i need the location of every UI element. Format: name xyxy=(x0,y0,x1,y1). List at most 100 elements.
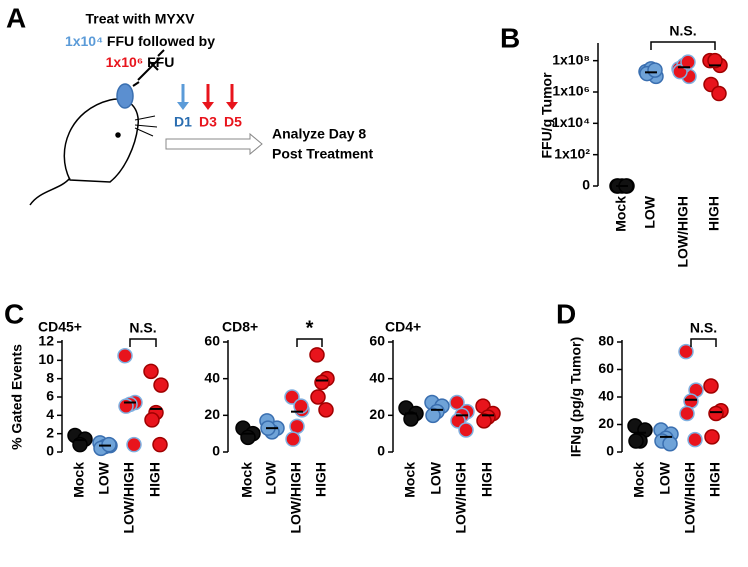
data-point xyxy=(144,412,160,428)
dose-arrows xyxy=(177,84,238,110)
y-tick-label: 0 xyxy=(212,443,220,459)
x-tick-label: Mock xyxy=(71,462,87,498)
panel-letter: D xyxy=(556,298,576,329)
data-point xyxy=(711,85,727,102)
y-tick-label: 0 xyxy=(582,177,590,193)
data-point xyxy=(647,62,663,78)
y-axis-label: % Gated Events xyxy=(9,344,25,450)
data-point xyxy=(293,398,309,414)
day-label: D5 xyxy=(224,114,242,130)
day-label: D3 xyxy=(199,114,217,130)
data-point xyxy=(314,374,330,391)
chart-title: CD8+ xyxy=(222,319,258,335)
data-point xyxy=(240,429,256,446)
dose-line-1: 1x10⁴ FFU followed by xyxy=(65,33,215,49)
dose-1: 1x10⁴ xyxy=(65,33,103,49)
panel-letter: C xyxy=(4,298,24,329)
y-tick-label: 1x10⁴ xyxy=(552,114,590,130)
x-tick-label: LOW xyxy=(657,461,673,494)
data-point xyxy=(118,398,134,414)
y-tick-label: 8 xyxy=(46,369,54,385)
x-tick-label: HIGH xyxy=(313,462,329,497)
data-point xyxy=(153,377,169,393)
data-point xyxy=(143,363,159,380)
y-tick-label: 1x10⁸ xyxy=(552,51,590,67)
x-tick-label: Mock xyxy=(613,196,629,232)
mouse-body xyxy=(63,98,139,183)
data-point xyxy=(309,347,325,363)
y-tick-label: 10 xyxy=(38,351,54,367)
data-point xyxy=(152,436,168,453)
y-tick-label: 20 xyxy=(598,415,614,431)
x-tick-label: LOW xyxy=(263,461,279,494)
arrow-head xyxy=(226,102,238,110)
x-tick-label: HIGH xyxy=(147,462,163,497)
data-point xyxy=(704,429,720,445)
data-point xyxy=(678,343,694,360)
x-tick-label: LOW xyxy=(642,195,658,228)
y-tick-label: 20 xyxy=(369,406,385,422)
tumor xyxy=(116,83,134,109)
mouse xyxy=(29,49,165,206)
significance-label: N.S. xyxy=(690,320,717,336)
data-point xyxy=(310,389,326,405)
dose-1-rest: FFU followed by xyxy=(103,33,215,49)
y-tick-label: 2 xyxy=(46,424,54,440)
y-tick-label: 60 xyxy=(369,333,385,349)
panel-letter: B xyxy=(500,22,520,53)
data-point xyxy=(628,433,644,449)
data-point xyxy=(679,405,695,422)
data-point xyxy=(284,389,300,405)
dose-2: 1x10⁶ xyxy=(106,54,144,70)
syringe xyxy=(132,49,165,87)
dose-line-2: 1x10⁶ FFU xyxy=(106,54,175,70)
x-tick-label: LOW/HIGH xyxy=(288,462,304,534)
mouse-eye xyxy=(115,132,121,138)
data-point xyxy=(708,405,724,422)
significance-label: * xyxy=(306,317,314,339)
significance-label: N.S. xyxy=(669,23,696,39)
x-tick-label: Mock xyxy=(631,462,647,498)
y-tick-label: 1x10⁶ xyxy=(552,83,590,99)
data-point xyxy=(403,411,419,427)
significance-label: N.S. xyxy=(129,320,156,336)
data-point xyxy=(126,436,142,453)
data-point xyxy=(289,418,305,435)
y-axis-label: FFU/g Tumor xyxy=(539,72,555,159)
y-tick-label: 40 xyxy=(369,369,385,385)
data-point xyxy=(72,436,88,453)
y-tick-label: 60 xyxy=(598,360,614,376)
data-point xyxy=(703,378,719,394)
y-tick-label: 6 xyxy=(46,388,54,404)
y-axis-label: IFNg (pg/g Tumor) xyxy=(568,337,584,457)
y-tick-label: 80 xyxy=(598,333,614,349)
y-tick-label: 12 xyxy=(38,333,54,349)
data-point xyxy=(707,52,723,69)
data-point xyxy=(285,431,301,447)
x-tick-label: LOW/HIGH xyxy=(675,196,691,268)
day-label: D1 xyxy=(174,114,192,130)
y-tick-label: 0 xyxy=(377,443,385,459)
data-point xyxy=(662,436,678,452)
mouse-tail xyxy=(29,177,71,206)
data-point xyxy=(318,402,334,418)
chart-title: CD4+ xyxy=(385,319,421,335)
y-tick-label: 40 xyxy=(204,369,220,385)
x-tick-label: HIGH xyxy=(707,462,723,497)
x-tick-label: LOW/HIGH xyxy=(121,462,137,534)
analyze-text: Post Treatment xyxy=(272,146,373,162)
data-point xyxy=(117,348,133,364)
x-tick-label: LOW/HIGH xyxy=(453,462,469,534)
x-tick-label: LOW xyxy=(96,461,112,494)
chart-title: CD45+ xyxy=(38,319,82,335)
y-tick-label: 0 xyxy=(606,443,614,459)
data-point xyxy=(458,422,474,438)
x-tick-label: Mock xyxy=(239,462,255,498)
y-tick-label: 20 xyxy=(204,406,220,422)
y-tick-label: 0 xyxy=(46,443,54,459)
whiskers xyxy=(134,115,158,137)
arrow-head xyxy=(177,102,189,110)
x-tick-label: LOW xyxy=(428,461,444,494)
treat-text: Treat with MYXV xyxy=(86,11,196,27)
